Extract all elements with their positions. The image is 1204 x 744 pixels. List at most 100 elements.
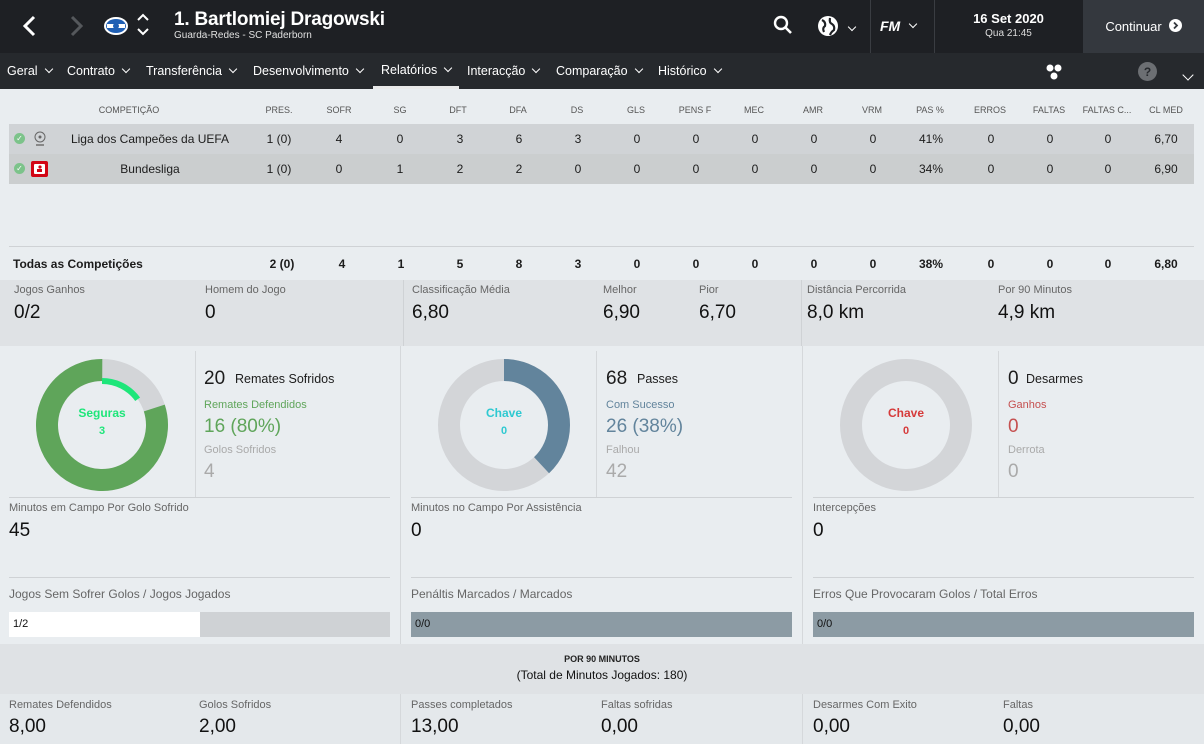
col-header[interactable]: PRES. — [265, 105, 293, 115]
good-value: 0 — [1008, 416, 1019, 437]
col-header[interactable]: DFA — [509, 105, 527, 115]
col-header[interactable]: MEC — [744, 105, 764, 115]
continue-button[interactable]: Continuar — [1083, 0, 1204, 53]
summary-strip: Jogos Ganhos 0/2 Homem do Jogo 0 Classif… — [0, 280, 1204, 346]
col-header[interactable]: DS — [570, 105, 584, 115]
progress-text: 0/0 — [415, 618, 431, 630]
table-cell: 0 — [633, 162, 641, 176]
table-cell: 0 — [1104, 162, 1112, 176]
table-cell: 2 — [456, 162, 464, 176]
chevron-down-icon — [532, 64, 541, 74]
col-header[interactable]: GLS — [626, 105, 645, 115]
table-cell: 3 — [456, 132, 464, 146]
count-value: 20 — [204, 368, 226, 389]
table-cell: 0 — [987, 257, 995, 271]
stat-value: 4,9 km — [998, 302, 1056, 323]
table-row[interactable]: ✓ Bundesliga 1 (0) 0 1 2 2 0 0 0 0 0 0 3… — [9, 154, 1194, 184]
table-cell: 2 (0) — [269, 257, 295, 271]
table-cell: 1 — [396, 162, 404, 176]
bad-value: 0 — [1008, 461, 1019, 482]
menu-interaccao[interactable]: Interacção — [467, 53, 541, 89]
mid-value: 0 — [411, 520, 422, 541]
col-header[interactable]: AMR — [803, 105, 823, 115]
current-date: 16 Set 2020 — [973, 11, 1044, 26]
globe-icon — [817, 15, 839, 42]
menu-historico[interactable]: Histórico — [658, 53, 722, 89]
table-cell: 0 — [751, 132, 759, 146]
current-day-time: Qua 21:45 — [985, 28, 1032, 39]
chevron-down-icon — [121, 64, 131, 74]
good-label: Remates Defendidos — [204, 399, 307, 411]
menu-label: Histórico — [658, 64, 707, 78]
per90-value: 13,00 — [411, 716, 459, 737]
scout-icon[interactable] — [1044, 63, 1064, 86]
competition-name[interactable]: Liga dos Campeões da UEFA — [70, 132, 230, 146]
expand-chevron-icon[interactable] — [1180, 66, 1194, 84]
donut-label: Chave — [485, 406, 523, 420]
chevron-down-icon — [228, 64, 238, 74]
donut-value: 0 — [500, 425, 508, 437]
date-display[interactable]: 16 Set 2020 Qua 21:45 — [935, 0, 1082, 53]
table-cell: 41% — [918, 132, 944, 146]
back-arrow-icon[interactable] — [14, 10, 44, 42]
bar-label: Jogos Sem Sofrer Golos / Jogos Jogados — [9, 587, 231, 601]
count-label: Desarmes — [1026, 372, 1083, 386]
table-cell: 6 — [515, 132, 523, 146]
bar-label: Erros Que Provocaram Golos / Total Erros — [813, 587, 1038, 601]
per90-value: 0,00 — [813, 716, 850, 737]
col-header[interactable]: FALTAS — [1032, 105, 1066, 115]
donut-value: 0 — [902, 425, 910, 437]
donut-value: 3 — [98, 425, 106, 437]
table-cell: 0 — [987, 132, 995, 146]
col-header[interactable]: VRM — [862, 105, 882, 115]
col-header[interactable]: DFT — [449, 105, 467, 115]
stat-value: 6,70 — [699, 302, 736, 323]
table-row[interactable]: ✓ Liga dos Campeões da UEFA 1 (0) 4 0 3 … — [9, 124, 1194, 154]
mid-label: Intercepções — [813, 502, 876, 514]
help-button[interactable]: ? — [1138, 62, 1157, 81]
donut-label: Chave — [887, 406, 925, 420]
col-header[interactable]: PENS F — [678, 105, 712, 115]
good-label: Com Sucesso — [606, 399, 675, 411]
table-cell: 0 — [692, 162, 700, 176]
col-header[interactable]: SOFR — [326, 105, 352, 115]
col-header[interactable]: CL MED — [1149, 105, 1183, 115]
progress-fill — [9, 612, 200, 637]
menu-desenvolvimento[interactable]: Desenvolvimento — [253, 53, 365, 89]
stat-value: 0 — [205, 302, 216, 323]
per90-value: 0,00 — [1003, 716, 1040, 737]
good-value: 16 (80%) — [204, 416, 282, 437]
menu-contrato[interactable]: Contrato — [67, 53, 131, 89]
menu-label: Desenvolvimento — [253, 64, 349, 78]
menu-relatorios[interactable]: Relatórios — [373, 53, 460, 89]
competition-name[interactable]: Bundesliga — [120, 162, 180, 176]
player-switch-icon[interactable] — [136, 12, 150, 43]
divider — [400, 694, 401, 744]
chevron-down-icon — [444, 63, 453, 72]
globe-menu[interactable] — [817, 15, 857, 42]
fm-menu[interactable]: FM — [880, 18, 918, 34]
progress-text: 0/0 — [817, 618, 833, 630]
table-cell: 0 — [692, 257, 700, 271]
table-cell: 0 — [335, 162, 343, 176]
table-cell: 0 — [396, 132, 404, 146]
divider — [998, 351, 999, 498]
table-cell: 8 — [515, 257, 523, 271]
col-header[interactable]: SG — [393, 105, 407, 115]
col-header[interactable]: ERROS — [973, 105, 1006, 115]
menu-label: Contrato — [67, 64, 115, 78]
menu-geral[interactable]: Geral — [7, 53, 53, 89]
col-header[interactable]: COMPETIÇÃO — [98, 105, 160, 115]
menu-transferencia[interactable]: Transferência — [146, 53, 238, 89]
stat-label: Jogos Ganhos — [14, 284, 85, 296]
search-icon[interactable] — [773, 15, 793, 35]
table-cell: 6,90 — [1154, 162, 1178, 176]
forward-arrow-icon[interactable] — [62, 10, 92, 42]
progress-bar: 0/0 — [411, 612, 792, 637]
col-header[interactable]: FALTAS C... — [1082, 105, 1132, 115]
menu-comparacao[interactable]: Comparação — [556, 53, 643, 89]
table-cell: 4 — [335, 132, 343, 146]
table-cell: 6,80 — [1154, 257, 1178, 271]
col-header[interactable]: PAS % — [916, 105, 944, 115]
donut-chart — [840, 359, 972, 491]
